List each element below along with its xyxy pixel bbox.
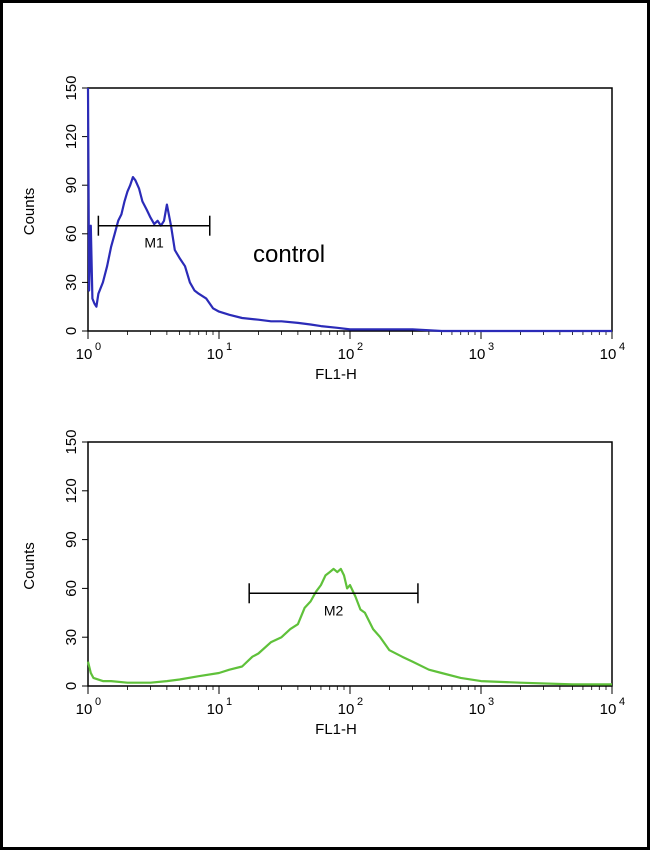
y-tick-label: 90 xyxy=(63,531,80,548)
y-axis-label: Counts xyxy=(21,188,38,236)
x-tick-exponent: 0 xyxy=(95,341,101,353)
x-tick-label: 10 xyxy=(207,346,224,363)
y-tick-label: 60 xyxy=(63,225,80,242)
x-tick-exponent: 0 xyxy=(95,696,101,708)
y-tick-label: 90 xyxy=(63,177,80,194)
x-axis-label: FL1-H xyxy=(315,366,357,383)
y-tick-label: 150 xyxy=(63,75,80,100)
x-tick-label: 10 xyxy=(338,701,355,718)
y-tick-label: 30 xyxy=(63,274,80,291)
x-tick-exponent: 4 xyxy=(619,341,625,353)
x-tick-exponent: 2 xyxy=(357,341,363,353)
x-tick-label: 10 xyxy=(600,701,617,718)
plot-frame xyxy=(87,441,613,687)
gate-marker-label: M2 xyxy=(324,602,344,618)
y-tick-label: 0 xyxy=(63,327,80,335)
annotation-label: control xyxy=(253,241,325,268)
x-tick-label: 10 xyxy=(469,346,486,363)
y-axis-label: Counts xyxy=(21,542,38,590)
x-tick-exponent: 1 xyxy=(226,696,232,708)
y-tick-label: 30 xyxy=(63,629,80,646)
x-tick-exponent: 3 xyxy=(488,341,494,353)
y-tick-label: 0 xyxy=(63,682,80,690)
histogram-series-1 xyxy=(86,87,612,333)
x-axis-label: FL1-H xyxy=(315,721,357,738)
y-tick-label: 120 xyxy=(63,124,80,149)
x-tick-label: 10 xyxy=(76,701,93,718)
x-tick-label: 10 xyxy=(600,346,617,363)
y-tick-label: 150 xyxy=(63,429,80,454)
histogram-series-1 xyxy=(86,567,612,686)
x-tick-label: 10 xyxy=(469,701,486,718)
gate-marker-label: M1 xyxy=(144,235,164,251)
y-tick-label: 60 xyxy=(63,580,80,597)
x-tick-exponent: 3 xyxy=(488,696,494,708)
x-tick-label: 10 xyxy=(338,346,355,363)
y-tick-label: 120 xyxy=(63,478,80,503)
x-tick-exponent: 1 xyxy=(226,341,232,353)
x-tick-exponent: 2 xyxy=(357,696,363,708)
x-tick-label: 10 xyxy=(76,346,93,363)
x-tick-label: 10 xyxy=(207,701,224,718)
x-tick-exponent: 4 xyxy=(619,696,625,708)
